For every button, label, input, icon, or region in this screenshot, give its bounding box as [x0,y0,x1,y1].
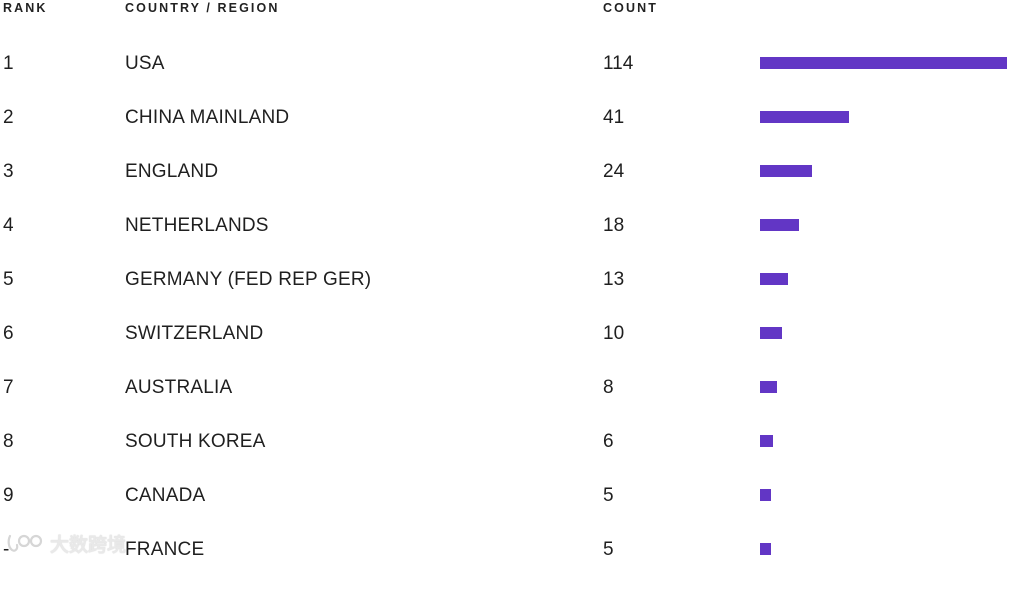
table-row: 7 AUSTRALIA 8 [0,376,1014,430]
count-bar [760,489,771,501]
rank-cell: 7 [3,377,14,398]
count-cell: 5 [603,539,614,560]
count-cell: 18 [603,215,625,236]
country-cell: NETHERLANDS [125,215,269,236]
count-cell: 8 [603,377,614,398]
ranking-table: RANK COUNTRY / REGION COUNT 1 USA 114 2 CHIN… [0,0,1014,560]
table-row: 9 CANADA 5 [0,484,1014,538]
count-bar [760,111,849,123]
rank-cell: 6 [3,323,14,344]
count-cell: 13 [603,269,625,290]
rank-cell: 9 [3,485,14,506]
rank-column-header: RANK [3,1,48,15]
rank-cell: 3 [3,161,14,182]
country-cell: SWITZERLAND [125,323,264,344]
count-bar [760,273,788,285]
count-cell: 114 [603,53,634,74]
count-column-header: COUNT [603,1,658,15]
count-bar [760,381,777,393]
count-bar [760,435,773,447]
count-cell: 24 [603,161,625,182]
table-row: 5 GERMANY (FED REP GER) 13 [0,268,1014,322]
rank-cell: 4 [3,215,14,236]
table-row: 3 ENGLAND 24 [0,160,1014,214]
count-bar [760,57,1007,69]
country-cell: CANADA [125,485,206,506]
country-cell: USA [125,53,165,74]
country-cell: AUSTRALIA [125,377,233,398]
count-cell: 5 [603,485,614,506]
count-cell: 6 [603,431,614,452]
table-row: 1 USA 114 [0,52,1014,106]
table-row: 8 SOUTH KOREA 6 [0,430,1014,484]
count-cell: 41 [603,107,625,128]
table-row: 2 CHINA MAINLAND 41 [0,106,1014,160]
table-header: RANK COUNTRY / REGION COUNT [0,0,1014,24]
count-bar [760,543,771,555]
rank-cell: 5 [3,269,14,290]
table-row: 6 SWITZERLAND 10 [0,322,1014,376]
country-cell: FRANCE [125,539,205,560]
count-bar [760,219,799,231]
rank-cell: 8 [3,431,14,452]
table-row: 4 NETHERLANDS 18 [0,214,1014,268]
country-cell: SOUTH KOREA [125,431,266,452]
rank-cell: - [3,539,10,560]
rank-cell: 2 [3,107,14,128]
table-row: - FRANCE 5 [0,538,1014,592]
country-cell: ENGLAND [125,161,219,182]
country-cell: CHINA MAINLAND [125,107,290,128]
country-column-header: COUNTRY / REGION [125,1,280,15]
country-cell: GERMANY (FED REP GER) [125,269,372,290]
count-bar [760,165,812,177]
count-cell: 10 [603,323,625,344]
count-bar [760,327,782,339]
rank-cell: 1 [3,53,14,74]
